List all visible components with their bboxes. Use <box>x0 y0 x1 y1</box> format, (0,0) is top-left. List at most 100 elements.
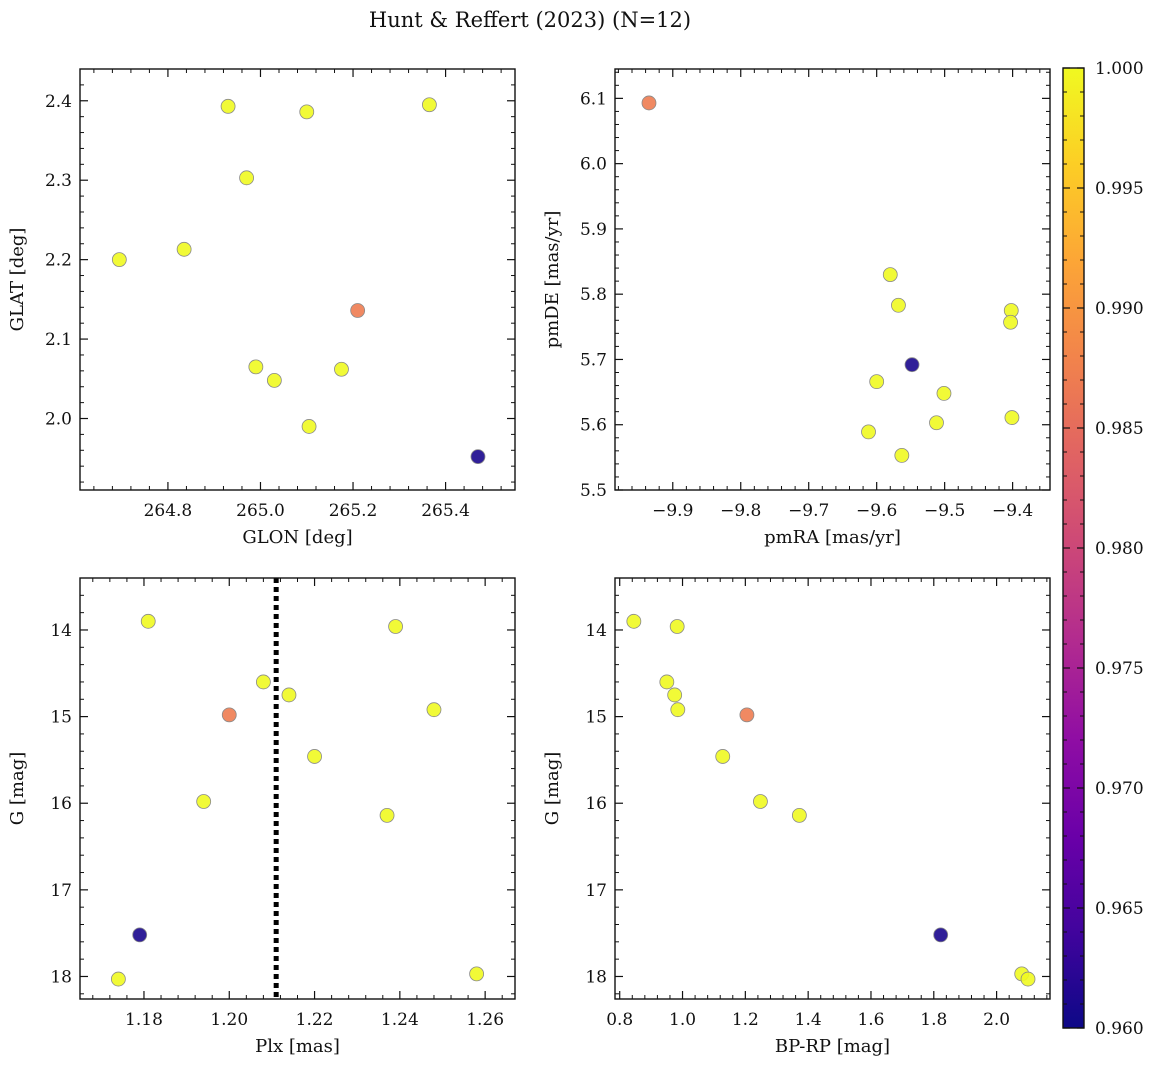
x-tick-label: 0.8 <box>606 1010 633 1030</box>
data-point <box>667 687 683 703</box>
y-tick-label: 14 <box>585 621 607 641</box>
x-tick-label: 265.0 <box>236 501 285 521</box>
y-tick-label: 15 <box>585 708 607 728</box>
x-axis-label: Plx [mas] <box>255 1036 340 1057</box>
colorbar-tick-label: 0.995 <box>1095 179 1144 199</box>
y-tick-label: 5.9 <box>580 220 607 240</box>
colorbar-tick-label: 0.980 <box>1095 539 1144 559</box>
colorbar-tick-label: 0.985 <box>1095 419 1144 439</box>
panel-lonlat: 264.8 265.0 265.2 265.4 2.0 2.1 2.2 2.3 2.4 GLON … <box>7 68 516 548</box>
data-point <box>221 707 237 723</box>
x-tick-label: 1.20 <box>210 1010 248 1030</box>
data-point <box>670 702 686 718</box>
data-point <box>861 424 876 440</box>
data-point <box>307 749 322 764</box>
axes-frame <box>614 577 1051 1000</box>
data-point <box>933 927 949 943</box>
data-point <box>470 449 486 465</box>
data-point <box>641 95 657 111</box>
panel-cmd: 0.8 1.0 1.2 1.4 1.6 1.8 2.0 14 15 16 17 18 BP-RP [ma… <box>542 577 1051 1057</box>
data-point <box>426 702 442 718</box>
data-point <box>894 448 910 463</box>
x-tick-label: −9.5 <box>924 501 965 521</box>
data-point <box>140 613 156 629</box>
data-point <box>753 794 768 809</box>
x-tick-label: −9.7 <box>788 501 829 521</box>
y-axis-label: pmDE [mas/yr] <box>542 211 563 349</box>
data-point <box>1004 410 1020 425</box>
axes-frame <box>614 68 1051 491</box>
data-point <box>239 170 254 186</box>
y-tick-label: 6.0 <box>580 155 607 175</box>
panel-plx: 1.18 1.20 1.22 1.24 1.26 14 15 16 17 18 Plx [mas] G… <box>7 577 516 1057</box>
y-tick-label: 14 <box>50 621 72 641</box>
data-point <box>110 971 126 987</box>
y-tick-label: 5.7 <box>580 350 607 370</box>
data-point <box>299 104 315 120</box>
x-tick-label: 1.8 <box>920 1010 947 1030</box>
x-tick-label: 1.2 <box>732 1010 759 1030</box>
y-tick-label: 5.5 <box>580 481 607 501</box>
y-axis-label: GLAT [deg] <box>7 228 28 332</box>
y-tick-label: 18 <box>50 967 72 987</box>
colorbar-tick-label: 0.965 <box>1095 899 1144 919</box>
data-point <box>469 966 485 982</box>
x-tick-label: 1.24 <box>381 1010 419 1030</box>
x-tick-label: 265.4 <box>421 501 470 521</box>
y-tick-label: 2.3 <box>45 171 72 191</box>
x-tick-label: 1.18 <box>125 1010 163 1030</box>
data-point <box>715 749 731 764</box>
colorbar-tick-label: 0.960 <box>1095 1019 1144 1039</box>
data-point <box>791 807 807 823</box>
axes-frame <box>79 68 516 491</box>
y-tick-label: 16 <box>585 794 607 814</box>
data-point <box>132 927 148 943</box>
y-tick-label: 2.0 <box>45 410 72 430</box>
y-tick-label: 18 <box>585 967 607 987</box>
data-point <box>266 372 282 388</box>
x-axis-label: BP-RP [mag] <box>775 1036 890 1057</box>
x-axis-label: GLON [deg] <box>242 527 352 548</box>
panel-pm: −9.9 −9.8 −9.7 −9.6 −9.5 −9.4 5.5 5.6 5.7 5.8 5.9 6… <box>542 68 1051 548</box>
data-point <box>626 613 642 629</box>
data-point <box>281 687 297 703</box>
data-point <box>869 374 885 390</box>
data-point <box>739 707 755 723</box>
axes-frame <box>79 577 516 1000</box>
colorbar: 0.960 0.965 0.970 0.975 0.980 0.985 0.990 0.995… <box>1062 59 1144 1039</box>
data-point <box>936 385 952 401</box>
colorbar-tick-label: 0.970 <box>1095 779 1144 799</box>
data-point <box>891 297 906 313</box>
data-point <box>248 359 264 375</box>
x-tick-label: −9.9 <box>652 501 693 521</box>
x-tick-label: −9.6 <box>856 501 897 521</box>
x-tick-label: −9.4 <box>992 501 1033 521</box>
x-tick-label: 1.26 <box>466 1010 504 1030</box>
data-point <box>220 98 236 114</box>
data-point <box>111 252 127 268</box>
x-tick-label: 1.4 <box>795 1010 822 1030</box>
x-tick-label: 265.2 <box>329 501 378 521</box>
y-axis-label: G [mag] <box>542 752 563 825</box>
y-tick-label: 2.2 <box>45 251 72 271</box>
data-point <box>350 303 366 318</box>
data-point <box>929 415 944 431</box>
data-point <box>1020 971 1036 987</box>
x-tick-label: 1.0 <box>669 1010 696 1030</box>
data-point <box>334 361 349 377</box>
data-point <box>904 357 920 373</box>
data-point <box>882 267 898 283</box>
y-tick-label: 17 <box>585 881 607 901</box>
data-point <box>255 674 271 690</box>
y-tick-label: 16 <box>50 794 72 814</box>
y-tick-label: 2.4 <box>45 92 72 112</box>
x-tick-label: 2.0 <box>983 1010 1010 1030</box>
data-point <box>388 619 403 634</box>
y-axis-label: G [mag] <box>7 752 28 825</box>
data-point <box>196 794 212 809</box>
data-point <box>659 674 675 690</box>
data-point <box>669 619 685 634</box>
data-point <box>379 807 395 823</box>
colorbar-tick-label: 0.990 <box>1095 299 1144 319</box>
